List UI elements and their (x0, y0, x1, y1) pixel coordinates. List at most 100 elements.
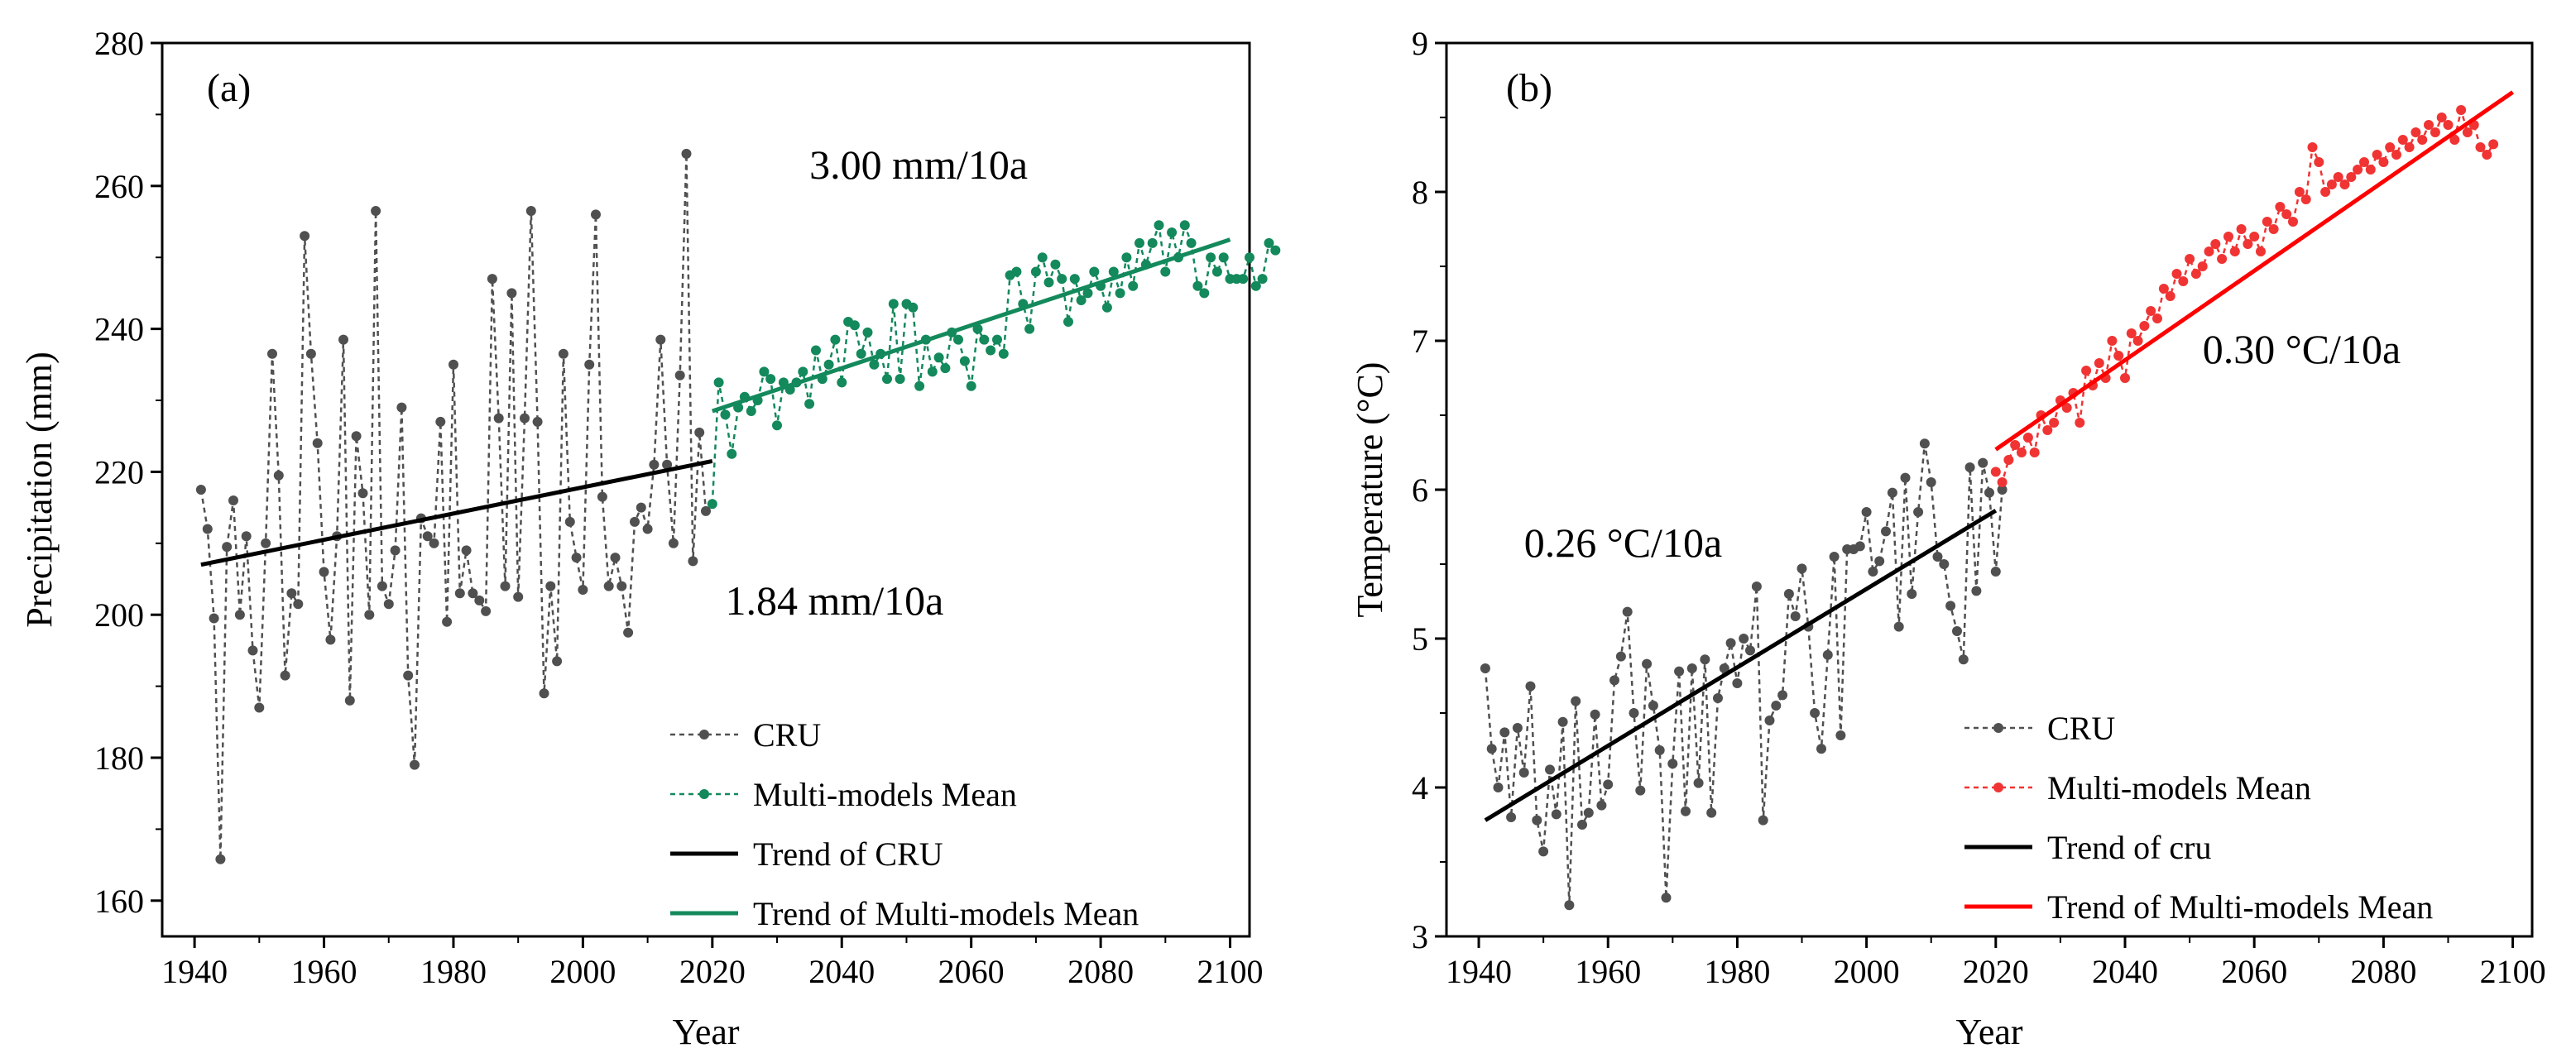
data-point (636, 502, 646, 513)
panel-label: (b) (1506, 66, 1552, 110)
data-point (1816, 744, 1826, 754)
data-point (280, 670, 290, 681)
data-point (2022, 433, 2033, 443)
data-point (1024, 323, 1035, 334)
data-point (2256, 246, 2266, 256)
data-point (1932, 552, 1943, 562)
data-point (849, 320, 860, 331)
data-point (1758, 815, 1768, 826)
data-point (2333, 172, 2343, 182)
data-point (2411, 127, 2421, 137)
data-point (558, 348, 568, 359)
data-point (2443, 120, 2454, 130)
data-point (649, 459, 660, 470)
data-point (2391, 150, 2401, 160)
data-point (688, 556, 698, 567)
data-point (1822, 649, 1833, 660)
series-trend-of-multi-models-mean (712, 237, 1231, 414)
data-point (1525, 681, 1536, 692)
series-multi-models-mean (707, 220, 1281, 510)
data-point (2113, 351, 2124, 361)
data-point (2424, 120, 2434, 130)
data-point (1134, 237, 1144, 248)
data-point (2275, 202, 2286, 212)
data-point (325, 634, 336, 645)
data-point (2126, 328, 2137, 338)
data-point (1154, 220, 1164, 231)
data-point (1706, 807, 1717, 818)
data-point (1486, 744, 1497, 754)
data-point (513, 591, 524, 602)
data-point (1700, 654, 1710, 665)
data-point (959, 356, 970, 366)
data-point (2165, 291, 2175, 301)
data-point (1739, 634, 1749, 644)
x-tick-label: 2080 (1067, 953, 1134, 990)
x-tick-label: 2040 (808, 953, 875, 990)
data-point (2281, 209, 2292, 219)
data-point (267, 348, 277, 359)
trend-annotation: 0.30 °C/10a (2203, 326, 2401, 372)
series-line (199, 153, 708, 859)
data-point (1518, 768, 1529, 778)
data-point (254, 702, 265, 713)
data-point (1622, 606, 1633, 617)
data-point (1238, 274, 1249, 285)
data-point (396, 402, 407, 413)
data-point (623, 627, 634, 638)
data-point (2456, 105, 2467, 115)
data-point (1764, 716, 1775, 725)
data-point (1881, 526, 1891, 537)
legend-label: CRU (2047, 710, 2115, 747)
data-point (1564, 900, 1575, 911)
data-point (234, 610, 245, 620)
series-trend-of-multi-models-mean (1994, 90, 2515, 452)
data-point (364, 610, 375, 620)
data-point (811, 345, 821, 356)
data-point (1854, 541, 1865, 552)
data-point (1629, 708, 1639, 718)
data-point (1506, 812, 1517, 822)
data-point (1211, 266, 1222, 277)
data-point (979, 334, 990, 345)
data-point (759, 366, 770, 377)
data-point (1713, 693, 1723, 703)
legend: CRU Multi-models Mean Trend of cru Trend of… (1964, 710, 2433, 926)
data-point (1835, 730, 1846, 740)
series-trend-of-cru (1484, 509, 1998, 822)
data-point (1900, 472, 1911, 483)
data-point (2385, 142, 2396, 152)
x-tick-label: 1960 (291, 953, 357, 990)
trend-line (712, 237, 1231, 414)
data-point (772, 420, 782, 431)
data-point (1499, 727, 1510, 738)
data-point (2353, 165, 2363, 175)
data-point (2003, 455, 2014, 465)
legend-label: Multi-models Mean (2047, 769, 2311, 807)
data-point (351, 431, 362, 442)
data-point (1577, 820, 1587, 830)
data-point (1945, 601, 1956, 611)
data-point (830, 334, 841, 345)
data-point (1919, 438, 1930, 449)
data-point (681, 148, 692, 159)
data-point (1674, 666, 1685, 677)
data-point (992, 334, 1002, 345)
data-point (532, 416, 543, 427)
data-point (1686, 663, 1697, 673)
data-point (1480, 663, 1490, 673)
data-point (525, 206, 536, 216)
data-point (953, 334, 963, 345)
data-point (1082, 288, 1093, 299)
data-point (2417, 135, 2428, 145)
data-point (2436, 112, 2447, 122)
data-point (1654, 745, 1665, 755)
data-point (1958, 654, 1969, 665)
data-point (1952, 626, 1962, 636)
y-axis-title: Temperature (°C) (1350, 362, 1390, 618)
data-point (2268, 224, 2279, 234)
y-axis-title: Precipitation (mm) (19, 352, 60, 628)
data-point (1615, 651, 1626, 662)
data-point (895, 374, 905, 385)
data-point (564, 516, 575, 527)
